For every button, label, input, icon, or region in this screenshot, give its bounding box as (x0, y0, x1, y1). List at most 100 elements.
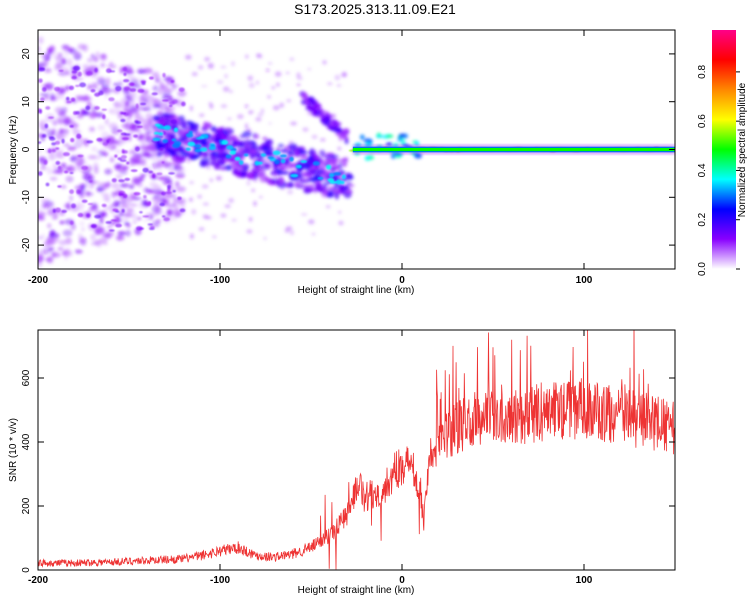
colorbar-tick-label: 0.6 (697, 114, 708, 128)
heatmap-cell (101, 203, 107, 208)
heatmap-cell (200, 157, 211, 164)
heatmap-cell (267, 62, 273, 65)
heatmap-cell (280, 149, 288, 153)
heatmap-cell (290, 149, 296, 156)
heatmap-cell (289, 57, 295, 62)
heatmap-cell (122, 193, 128, 199)
heatmap-cell (181, 101, 186, 107)
heatmap-cell (324, 111, 330, 116)
heatmap-cell (338, 133, 343, 139)
heatmap-cell (63, 170, 69, 174)
heatmap-cell (152, 137, 161, 142)
heatmap-cell (307, 159, 314, 166)
heatmap-cell (235, 170, 242, 178)
heatmap-cell (157, 176, 167, 181)
heatmap-cell (322, 181, 329, 187)
heatmap-cell (76, 133, 82, 139)
heatmap-cell (290, 173, 299, 178)
heatmap-cell (49, 229, 56, 238)
heatmap-cell (185, 133, 194, 138)
heatmap-cell (271, 85, 276, 90)
heatmap-cell (155, 206, 162, 215)
heatmap-cell (129, 101, 137, 107)
heatmap-cell (47, 148, 52, 154)
heatmap-cell (107, 138, 111, 142)
heatmap-cell (143, 118, 152, 126)
colorbar-scale (712, 30, 736, 269)
snr-x-ticks: -200 -100 0 100 (28, 330, 593, 586)
heatmap-cell (179, 204, 186, 208)
heatmap-cell (58, 128, 64, 134)
heatmap-cell (121, 137, 129, 141)
heatmap-cell (143, 187, 150, 193)
spectrogram-y-ticks: -20 -10 0 10 20 (21, 48, 675, 252)
heatmap-cell (334, 192, 340, 200)
heatmap-cell (263, 236, 267, 240)
heatmap-cell (171, 149, 176, 153)
heatmap-cell (275, 82, 280, 88)
heatmap-cell (44, 68, 52, 73)
heatmap-cell (204, 56, 211, 62)
heatmap-cell (140, 80, 147, 83)
heatmap-cell (236, 114, 244, 120)
heatmap-cell (168, 101, 176, 106)
heatmap-cell (229, 150, 237, 155)
heatmap-cell (48, 116, 55, 119)
heatmap-cell (46, 223, 52, 229)
heatmap-cell (77, 212, 84, 218)
heatmap-cell (301, 92, 309, 99)
heatmap-cell (45, 106, 51, 110)
heatmap-cell (124, 121, 130, 126)
heatmap-cell (179, 187, 187, 191)
heatmap-cell (311, 232, 316, 236)
heatmap-cell (251, 144, 257, 148)
heatmap-cell (164, 153, 171, 158)
heatmap-cell (75, 84, 80, 87)
heatmap-cell (126, 161, 130, 165)
heatmap-cell (288, 143, 298, 151)
heatmap-cell (119, 199, 126, 205)
heatmap-cell (265, 68, 270, 72)
heatmap-cell (179, 208, 186, 213)
heatmap-cell (201, 184, 209, 189)
heatmap-cell (151, 92, 158, 96)
heatmap-cell (51, 170, 61, 174)
y-tick-label: 10 (21, 96, 32, 108)
x-tick-label: 100 (576, 275, 593, 286)
heatmap-cell (113, 140, 120, 144)
heatmap-cell (67, 145, 77, 151)
heatmap-cell (168, 172, 175, 175)
heatmap-cell (55, 207, 61, 213)
y-tick-label: 0 (21, 567, 32, 573)
heatmap-cell (195, 137, 203, 140)
heatmap-cell (359, 134, 365, 140)
heatmap-cell (300, 160, 308, 164)
heatmap-cell (161, 161, 165, 164)
heatmap-cell (336, 84, 342, 87)
heatmap-cell (69, 124, 74, 128)
heatmap-cell (210, 125, 217, 131)
heatmap-cell (308, 219, 315, 225)
heatmap-cell (337, 146, 342, 151)
heatmap-cell (143, 194, 147, 199)
heatmap-cell (311, 112, 317, 116)
heatmap-cell (224, 73, 228, 79)
heatmap-cell (163, 88, 173, 93)
heatmap-cell (314, 103, 322, 109)
heatmap-cell (38, 206, 42, 213)
heatmap-cell (121, 148, 125, 154)
heatmap-cell (117, 157, 123, 161)
heatmap-cell (172, 200, 177, 208)
snr-panel: -200 -100 0 100 0 200 400 600 Height of straig… (8, 329, 676, 596)
heatmap-cell (168, 167, 175, 174)
heatmap-cell (260, 153, 267, 157)
heatmap-cell (400, 139, 406, 145)
heatmap-cell (158, 135, 164, 138)
heatmap-cell (207, 62, 214, 69)
heatmap-cell (61, 57, 67, 66)
heatmap-cell (147, 223, 154, 226)
heatmap-cell (122, 165, 129, 170)
heatmap-cell (38, 108, 43, 114)
heatmap-cell (42, 241, 51, 248)
